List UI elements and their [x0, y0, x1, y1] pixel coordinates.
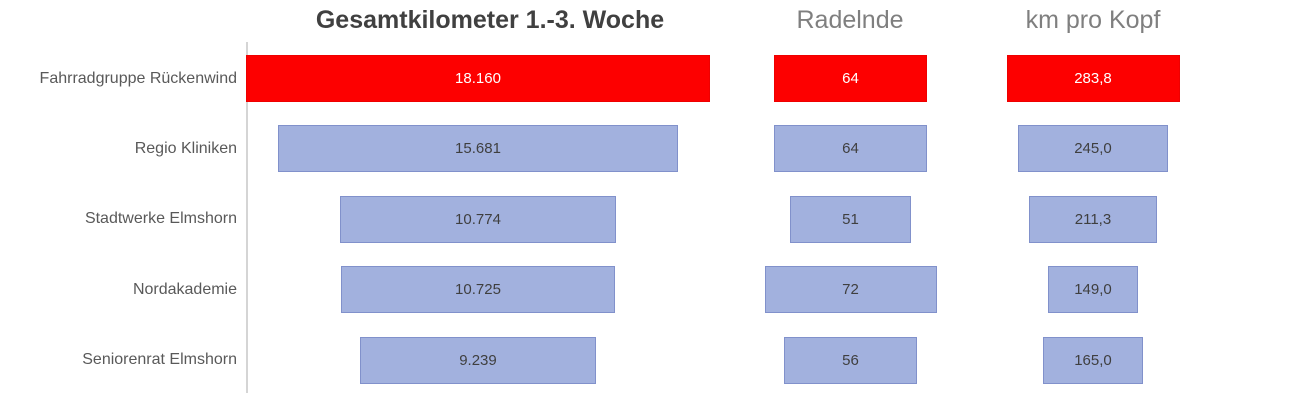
bar-value-label: 18.160	[455, 70, 501, 87]
bar-series1-row4: 56	[783, 336, 918, 384]
bar-series0-row2: 10.774	[340, 195, 616, 243]
column-title-gesamtkilometer: Gesamtkilometer 1.-3. Woche	[315, 6, 665, 34]
bar-series1-row3: 72	[764, 266, 937, 314]
bar-value-label: 211,3	[1074, 210, 1112, 228]
bar-series2-row2: 211,3	[1028, 195, 1158, 243]
bar-value-label: 15.681	[455, 140, 501, 158]
bar-series0-row0: 18.160	[246, 55, 710, 102]
bar-value-label: 10.725	[455, 281, 501, 299]
bar-series0-row1: 15.681	[277, 125, 679, 173]
bar-value-label: 72	[842, 281, 859, 299]
column-title-radelnde: Radelnde	[796, 6, 904, 34]
bar-series0-row4: 9.239	[359, 336, 597, 384]
bar-series1-row0: 64	[774, 55, 927, 102]
category-label: Nordakademie	[132, 280, 237, 298]
column-title-km-pro-kopf: km pro Kopf	[1025, 6, 1161, 34]
bar-series2-row1: 245,0	[1018, 125, 1168, 173]
bar-value-label: 165,0	[1074, 351, 1112, 369]
category-label: Stadtwerke Elmshorn	[84, 210, 237, 228]
bar-series0-row3: 10.725	[340, 266, 615, 314]
bar-series2-row0: 283,8	[1006, 55, 1180, 102]
category-label: Regio Kliniken	[134, 139, 237, 157]
bar-value-label: 64	[842, 140, 859, 158]
bar-series2-row4: 165,0	[1042, 336, 1144, 384]
category-label: Seniorenrat Elmshorn	[82, 351, 237, 369]
bar-value-label: 56	[842, 351, 859, 369]
category-label: Fahrradgruppe Rückenwind	[39, 69, 237, 87]
bar-series1-row2: 51	[789, 195, 912, 243]
bar-value-label: 64	[842, 70, 859, 87]
bar-value-label: 9.239	[459, 351, 497, 369]
bar-value-label: 51	[842, 210, 859, 228]
bar-value-label: 283,8	[1074, 70, 1112, 87]
bar-series1-row1: 64	[774, 125, 927, 173]
category-axis-line	[246, 42, 248, 393]
bar-value-label: 245,0	[1074, 140, 1112, 158]
bar-value-label: 149,0	[1074, 281, 1112, 299]
bar-series2-row3: 149,0	[1047, 266, 1139, 314]
bar-value-label: 10.774	[455, 210, 501, 228]
